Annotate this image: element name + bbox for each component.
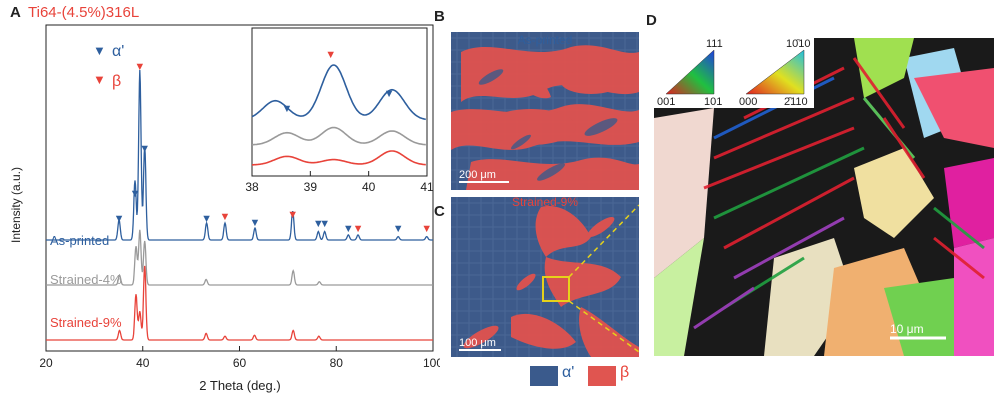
inset-x-tick-label: 39 <box>304 180 318 194</box>
inset-curve-0 <box>251 64 426 121</box>
panel-c-letter: C <box>434 203 445 220</box>
x-axis-label: 2 Theta (deg.) <box>199 378 280 393</box>
panel-a-chart: 20 40 60 80 100 ▼▼▼▼ ▼ ▼▼ ▼ ▼▼▼ ▼▼ ▼ Intensity (a.… <box>9 24 440 393</box>
alpha-peak-marker: ▼ <box>114 213 125 225</box>
curve-label-strained-4: Strained-4% <box>50 272 122 287</box>
alpha-peak-marker: ▼ <box>393 223 404 235</box>
panel-b-letter: B <box>434 8 445 25</box>
legend-beta-symbol: ▼ <box>93 72 106 87</box>
inset-x-tick-label: 40 <box>362 180 376 194</box>
beta-peak-marker: ▼ <box>134 61 145 73</box>
panel-c-zoom-line-top <box>568 204 639 278</box>
panel-c-ebsd-map: Strained-9% 100 μm <box>451 197 639 357</box>
x-tick-label: 60 <box>233 356 247 370</box>
ipf-key2-right: 2̄110 <box>784 96 808 108</box>
inset-x-tick-label: 38 <box>245 180 259 194</box>
panel-a-title: Ti64-(4.5%)316L <box>28 4 140 21</box>
xrd-curve-2 <box>46 265 433 341</box>
y-axis-label: Intensity (a.u.) <box>9 167 23 243</box>
panel-d-scalebar-label: 10 μm <box>890 322 924 336</box>
ipf-key1-left: 001 <box>657 96 676 108</box>
alpha-peak-marker: ▼ <box>313 218 324 230</box>
inset-curve-1 <box>251 126 426 146</box>
x-tick-label: 20 <box>39 356 53 370</box>
x-tick-label: 100 <box>423 356 440 370</box>
alpha-peak-marker: ▼ <box>343 223 354 235</box>
ipf-keys <box>665 49 805 95</box>
beta-peak-marker: ▼ <box>287 209 298 221</box>
alpha-peak-marker: ▼ <box>201 213 212 225</box>
ipf-key1-right: 101 <box>704 96 723 108</box>
ipf-key2-top: 10̄10 <box>786 38 811 50</box>
alpha-peak-marker: ▼ <box>130 188 141 200</box>
legend-alpha-label: α' <box>112 43 124 60</box>
panel-c-label: Strained-9% <box>512 197 578 209</box>
inset-x-tick-label: 41 <box>420 180 434 194</box>
phase-legend-alpha-swatch <box>530 366 558 386</box>
panel-c-zoom-box <box>542 276 570 302</box>
phase-legend-beta-label: β <box>620 364 630 381</box>
panel-c-scalebar-label: 100 μm <box>459 337 496 349</box>
inset-alpha-marker: ▼ <box>384 88 395 100</box>
x-tick-label: 40 <box>136 356 150 370</box>
beta-peak-marker: ▼ <box>421 223 432 235</box>
beta-peak-marker: ▼ <box>353 223 364 235</box>
phase-legend-beta-swatch <box>588 366 616 386</box>
panel-a-letter: A <box>10 4 21 21</box>
inset-curve-2 <box>252 150 426 166</box>
curve-label-strained-9: Strained-9% <box>50 315 122 330</box>
beta-peak-marker: ▼ <box>220 211 231 223</box>
legend-alpha-symbol: ▼ <box>93 43 106 58</box>
inset-beta-marker: ▼ <box>325 49 336 61</box>
xrd-curve-1 <box>46 229 433 286</box>
panel-b-ebsd-map: As-printed 200 μm <box>451 32 639 190</box>
ipf-key-cubic-triangle <box>665 49 715 95</box>
phase-legend-alpha-label: α' <box>562 364 575 381</box>
alpha-peak-marker: ▼ <box>139 143 150 155</box>
legend-beta-label: β <box>112 73 121 90</box>
panel-c-zoom-line-bottom <box>568 300 639 353</box>
panel-d-letter: D <box>646 12 657 29</box>
ipf-key1-top: 111 <box>706 38 723 50</box>
ipf-key2-left: 000 <box>739 96 758 108</box>
curve-label-as-printed: As-printed <box>50 233 109 248</box>
panel-b-scalebar-label: 200 μm <box>459 169 496 181</box>
panel-b-label: As-printed <box>518 33 573 47</box>
alpha-peak-marker: ▼ <box>319 218 330 230</box>
xrd-curve-0 <box>46 69 433 241</box>
alpha-peak-marker: ▼ <box>250 217 261 229</box>
inset-alpha-marker: ▼ <box>282 103 293 115</box>
x-tick-label: 80 <box>330 356 344 370</box>
ipf-key-hex-triangle <box>745 49 805 95</box>
